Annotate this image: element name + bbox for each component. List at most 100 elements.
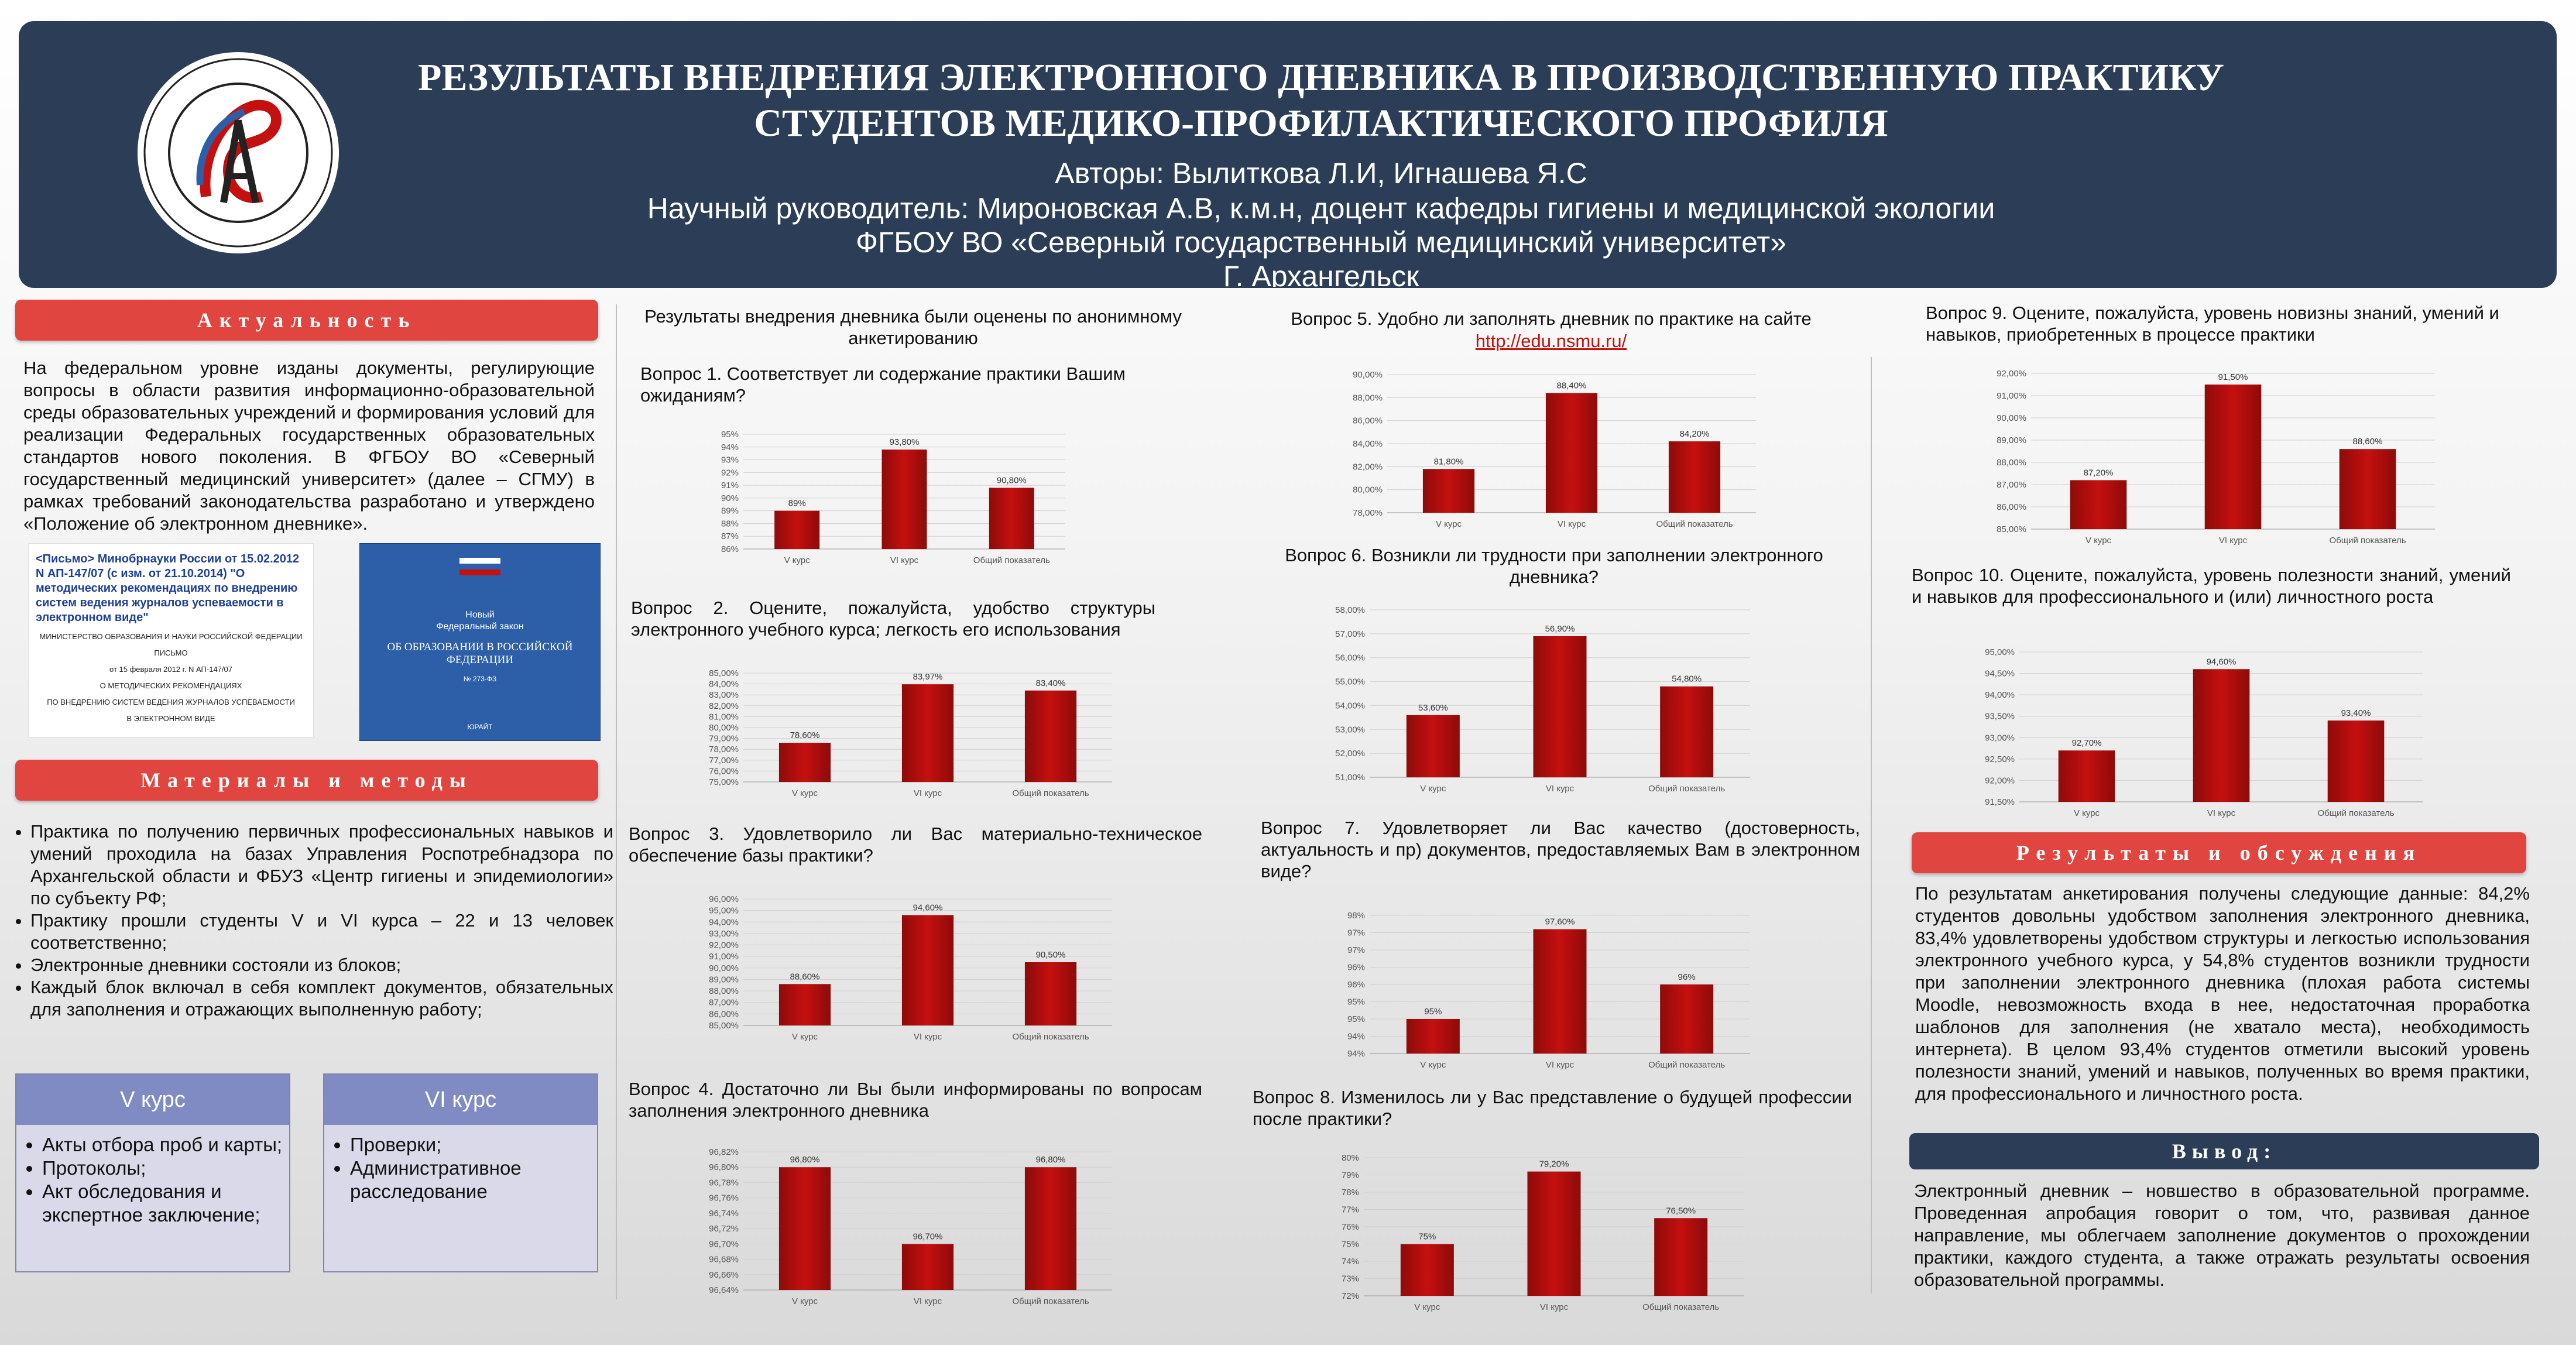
bar <box>1660 984 1714 1054</box>
data-label: 83,40% <box>1036 678 1066 688</box>
x-tick-label: V курс <box>1420 784 1446 794</box>
document-image-letter: <Письмо> Минобрнауки России от 15.02.201… <box>28 543 314 737</box>
x-tick-label: Общий показатель <box>1642 1302 1719 1312</box>
data-label: 91,50% <box>2218 372 2248 382</box>
x-tick-label: V курс <box>1420 1060 1446 1070</box>
question-6: Вопрос 6. Возникли ли трудности при запо… <box>1285 545 1823 587</box>
data-label: 89% <box>788 499 806 509</box>
bar <box>901 1244 954 1290</box>
y-tick-label: 96,68% <box>709 1255 739 1265</box>
data-label: 83,97% <box>913 672 943 682</box>
y-tick-label: 96,66% <box>709 1270 739 1280</box>
bar <box>1668 441 1721 513</box>
data-label: 97,60% <box>1545 917 1575 927</box>
bar <box>1024 1167 1077 1290</box>
chart-question-10: 91,50% 92,00% 92,50% 93,00% 93,50% 94,00% 94,5… <box>1985 647 2423 818</box>
chart-question-9: 85,00% 86,00% 87,00% 88,00% 89,00% 90,00% 91,0… <box>1997 369 2435 545</box>
data-label: 90,80% <box>997 475 1027 485</box>
data-label: 96,70% <box>913 1231 943 1241</box>
y-tick-label: 89,00% <box>1997 435 2026 445</box>
chart-question-1: 86% 87% 88% 89% 90% 91% 92% 93% 94% 95% 89% V курс 9… <box>721 430 1065 565</box>
data-label: 96,80% <box>790 1155 820 1165</box>
authors: Авторы: Вылиткова Л.И, Игнашева Я.С <box>1055 157 1587 190</box>
letter-line: МИНИСТЕРСТВО ОБРАЗОВАНИЯ И НАУКИ РОССИЙС… <box>39 632 303 641</box>
bar <box>778 1167 831 1290</box>
data-label: 93,40% <box>2341 708 2371 718</box>
y-tick-label: 98% <box>1347 911 1365 921</box>
poster-title-line2: СТУДЕНТОВ МЕДИКО-ПРОФИЛАКТИЧЕСКОГО ПРОФИ… <box>754 102 1888 145</box>
survey-site-link[interactable]: http://edu.nsmu.ru/ <box>1475 331 1627 351</box>
question-3: Вопрос 3. Удовлетворило ли Вас материаль… <box>629 824 1202 866</box>
data-label: 93,80% <box>890 437 920 447</box>
y-tick-label: 92% <box>721 468 739 478</box>
y-tick-label: 96% <box>1347 980 1365 990</box>
bar <box>2070 480 2127 529</box>
russian-flag-icon <box>459 558 500 575</box>
bar <box>901 684 954 782</box>
methods-list: Практика по получению первичных професси… <box>12 821 613 1021</box>
y-tick-label: 96,82% <box>709 1147 739 1157</box>
y-tick-label: 94,00% <box>709 917 739 927</box>
bar <box>1422 469 1475 513</box>
y-tick-label: 94,00% <box>1985 690 2015 700</box>
y-tick-label: 52,00% <box>1335 749 1365 759</box>
y-tick-label: 93,00% <box>1985 733 2015 743</box>
letter-title: <Письмо> Минобрнауки России от 15.02.201… <box>36 553 300 624</box>
y-tick-label: 89% <box>721 506 739 516</box>
x-tick-label: VI курс <box>890 555 919 565</box>
y-tick-label: 88% <box>721 519 739 529</box>
x-tick-label: VI курс <box>1540 1302 1569 1312</box>
y-tick-label: 91,50% <box>1985 797 2015 807</box>
conclusion-text: Электронный дневник – новшество в образо… <box>1914 1181 2530 1290</box>
x-tick-label: V курс <box>1436 519 1462 529</box>
y-tick-label: 84,00% <box>1353 439 1383 449</box>
data-label: 92,70% <box>2072 738 2102 748</box>
y-tick-label: 79% <box>1342 1171 1359 1181</box>
data-label: 90,50% <box>1036 950 1066 960</box>
y-tick-label: 85,00% <box>709 668 739 678</box>
y-tick-label: 86,00% <box>709 1009 739 1019</box>
x-tick-label: VI курс <box>1558 519 1586 529</box>
y-tick-label: 96% <box>1347 963 1365 973</box>
y-tick-label: 91,00% <box>709 952 739 962</box>
y-tick-label: 94% <box>1347 1032 1365 1042</box>
y-tick-label: 95,00% <box>1985 647 2015 657</box>
y-tick-label: 58,00% <box>1335 605 1365 615</box>
data-label: 88,60% <box>790 972 820 982</box>
chart-question-4: 96,64% 96,66% 96,68% 96,70% 96,72% 96,74% 96,7… <box>709 1147 1112 1306</box>
y-tick-label: 88,00% <box>1997 458 2026 468</box>
data-label: 56,90% <box>1545 624 1575 634</box>
results-heading: Результаты и обсуждения <box>1912 832 2526 873</box>
y-tick-label: 77,00% <box>709 756 739 766</box>
y-tick-label: 90,00% <box>1997 413 2026 423</box>
y-tick-label: 94% <box>721 442 739 452</box>
y-tick-label: 96,00% <box>709 894 739 904</box>
y-tick-label: 75,00% <box>709 777 739 787</box>
x-tick-label: Общий показатель <box>973 555 1050 565</box>
question-1: Вопрос 1. Соответствует ли содержание пр… <box>640 363 1126 406</box>
y-tick-label: 73% <box>1342 1274 1359 1284</box>
question-4: Вопрос 4. Достаточно ли Вы были информир… <box>629 1079 1202 1121</box>
y-tick-label: 81,00% <box>709 712 739 722</box>
y-tick-label: 85,00% <box>709 1021 739 1031</box>
x-tick-label: VI курс <box>914 1296 942 1306</box>
x-tick-label: VI курс <box>2207 808 2236 818</box>
university-logo <box>138 52 339 253</box>
law-book-line: Новый <box>465 610 495 620</box>
y-tick-label: 96,70% <box>709 1239 739 1249</box>
x-tick-label: V курс <box>792 1296 818 1306</box>
y-tick-label: 88,00% <box>709 986 739 996</box>
y-tick-label: 78% <box>1342 1188 1359 1198</box>
bar <box>774 510 820 549</box>
x-tick-label: Общий показатель <box>1648 1060 1725 1070</box>
bar <box>989 488 1034 549</box>
chart-question-6: 51,00% 52,00% 53,00% 54,00% 55,00% 56,00% 57,0… <box>1335 605 1750 794</box>
y-tick-label: 88,00% <box>1353 393 1383 403</box>
y-tick-label: 96,80% <box>709 1162 739 1172</box>
chart-question-5: 78,00% 80,00% 82,00% 84,00% 86,00% 88,00% 90,0… <box>1353 370 1756 529</box>
data-label: 75% <box>1418 1232 1436 1242</box>
y-tick-label: 95% <box>721 430 739 440</box>
list-item: Практику прошли студенты V и VI курса – … <box>30 910 613 954</box>
chart-question-7: 94% 94% 95% 95% 96% 96% 97% 97% 98% 95% V курс 97,6… <box>1347 911 1750 1070</box>
y-tick-label: 95,00% <box>709 906 739 916</box>
